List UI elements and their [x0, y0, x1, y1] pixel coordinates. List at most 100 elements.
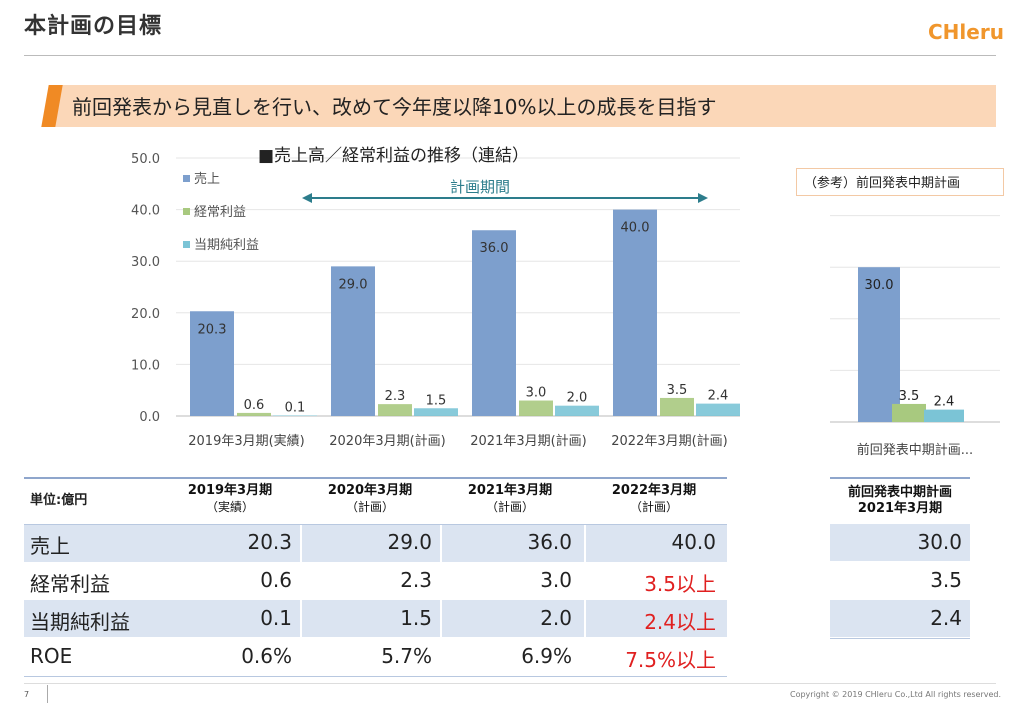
table-cell: 0.6: [260, 568, 292, 592]
column-separator: [584, 525, 586, 562]
y-tick-label: 40.0: [131, 204, 160, 219]
column-header-type: （計画）: [345, 500, 394, 514]
reference-label-box: [796, 168, 1004, 196]
headline-banner: [52, 85, 996, 127]
ref-table-row: [830, 524, 970, 561]
y-tick-label: 10.0: [131, 358, 160, 373]
table-cell: 20.3: [247, 530, 292, 554]
ref-chart-category: 前回発表中期計画...: [857, 442, 973, 458]
ref-table-row: [830, 562, 970, 599]
table-cell: 0.1: [260, 606, 292, 630]
x-category-label: 2022年3月期(計画): [611, 433, 728, 449]
column-separator: [440, 600, 442, 637]
page-number: 7: [24, 690, 30, 699]
legend-swatch-sales: [183, 175, 190, 182]
bar-経常利益: [660, 397, 694, 416]
x-category-label: 2019年3月期(実績): [188, 433, 305, 449]
y-tick-label: 50.0: [131, 152, 160, 167]
table-cell: 2.0: [540, 606, 572, 630]
ref-table-cell: 2.4: [930, 606, 962, 630]
x-category-label: 2021年3月期(計画): [470, 433, 587, 449]
column-header-type: （計画）: [629, 500, 678, 514]
table-cell: 0.6%: [241, 644, 292, 668]
column-header: 2022年3月期 （計画）: [584, 483, 724, 515]
table-cell: 3.0: [540, 568, 572, 592]
bar-value-label: 20.3: [198, 322, 227, 337]
column-header: 2019年3月期 （実績）: [160, 483, 300, 515]
bar-経常利益: [519, 400, 553, 416]
column-separator: [300, 525, 302, 562]
table-cell: 6.9%: [521, 644, 572, 668]
bar-value-label: 29.0: [339, 277, 368, 292]
plan-period-label: 計画期間: [450, 178, 510, 196]
column-header-year: 2020年3月期: [327, 483, 413, 498]
table-cell: 7.5%以上: [625, 648, 716, 672]
bar-value-label: 2.4: [708, 389, 729, 404]
legend-ordinary: 経常利益: [194, 205, 246, 220]
page-number-divider: [47, 685, 48, 703]
ref-bar-value-label: 3.5: [899, 389, 920, 404]
table-cell: 40.0: [671, 530, 716, 554]
table-cell: 36.0: [527, 530, 572, 554]
column-separator: [584, 600, 586, 637]
bar-value-label: 3.5: [667, 383, 688, 398]
bar-value-label: 3.0: [526, 386, 547, 401]
table-row: [24, 638, 727, 675]
ref-table-header: 前回発表中期計画 2021年3月期: [830, 485, 970, 517]
main-chart-yticks: 0.0 10.0 20.0 30.0 40.0 50.0: [131, 152, 160, 425]
copyright: Copyright © 2019 CHleru Co.,Ltd All righ…: [790, 690, 1002, 699]
ref-table-cell: 30.0: [917, 530, 962, 554]
table-cell: 2.4以上: [644, 610, 716, 634]
bar-売上: [331, 266, 375, 416]
ref-chart-bars: [858, 267, 964, 422]
footer-divider: [24, 683, 996, 684]
ref-bar-売上: [858, 267, 900, 422]
bar-売上: [613, 209, 657, 416]
bar-value-label: 0.6: [244, 398, 265, 413]
row-label: 経常利益: [30, 572, 110, 596]
row-label: 当期純利益: [30, 610, 130, 634]
bar-value-label: 0.1: [285, 400, 306, 415]
column-header: 2021年3月期 （計画）: [440, 483, 580, 515]
column-separator: [440, 525, 442, 562]
table-bottom-border: [24, 676, 727, 677]
reference-chart: 30.0 3.5 2.4 前回発表中期計画...: [830, 215, 1000, 458]
y-tick-label: 0.0: [139, 410, 160, 425]
table-row: [24, 600, 727, 637]
table-cell: 29.0: [387, 530, 432, 554]
headline-text: 前回発表から見直しを行い、改めて今年度以降10%以上の成長を目指す: [72, 95, 717, 119]
table-cell: 5.7%: [381, 644, 432, 668]
column-separator: [300, 600, 302, 637]
bar-value-label: 1.5: [426, 393, 447, 408]
ref-bar-value-label: 2.4: [934, 395, 955, 410]
plan-period-arrow: 計画期間: [302, 178, 708, 203]
ref-table-cell: 3.5: [930, 568, 962, 592]
bar-当期純利益: [414, 408, 458, 416]
ref-bar-当期純利益: [924, 409, 964, 422]
bar-経常利益: [378, 404, 412, 416]
main-chart: 0.0 10.0 20.0 30.0 40.0 50.0 20.3 0.6 0.1 29.0 2.…: [131, 146, 740, 449]
x-category-label: 2020年3月期(計画): [329, 433, 446, 449]
company-logo: CHleru: [928, 20, 1004, 44]
bar-value-label: 2.0: [567, 391, 588, 406]
bar-売上: [472, 230, 516, 416]
bar-売上: [190, 311, 234, 416]
bar-value-label: 40.0: [621, 221, 650, 236]
page-title: 本計画の目標: [24, 14, 163, 39]
legend: 売上 経常利益 当期純利益: [183, 171, 259, 253]
main-chart-categories: 2019年3月期(実績) 2020年3月期(計画) 2021年3月期(計画) 2022…: [188, 433, 728, 449]
legend-swatch-ordinary: [183, 208, 190, 215]
column-header-year: 2021年3月期: [467, 483, 553, 498]
main-chart-bars: [190, 209, 740, 416]
table-row: [24, 562, 727, 599]
column-header-type: （計画）: [485, 500, 534, 514]
main-chart-value-labels: 20.3 0.6 0.1 29.0 2.3 1.5 36.0 3.0 2.0 40.0 3.5 2.4: [198, 221, 729, 416]
ref-table-top-border: [830, 477, 970, 479]
table-cell: 3.5以上: [644, 572, 716, 596]
ref-table-header-line2: 2021年3月期: [857, 501, 943, 516]
ref-table-row: [830, 600, 970, 637]
ref-table-bottom-border: [830, 638, 970, 639]
row-label: ROE: [30, 644, 73, 668]
bar-当期純利益: [696, 403, 740, 416]
legend-net: 当期純利益: [194, 238, 259, 253]
